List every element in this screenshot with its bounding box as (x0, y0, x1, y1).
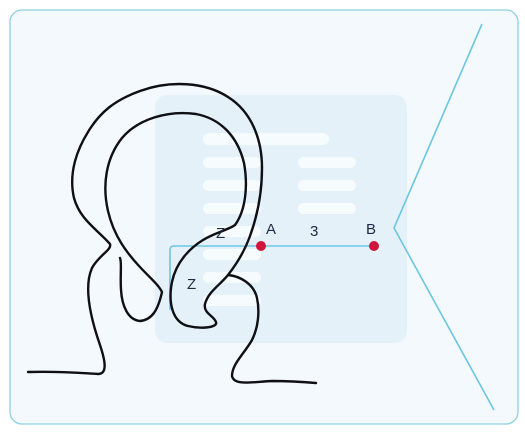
label-point-b: B (366, 221, 376, 238)
label-z-lower: Z (187, 276, 196, 293)
label-z-upper: Z (216, 225, 225, 242)
curve-tail (226, 273, 318, 385)
ghost-card (155, 95, 407, 343)
ghost-text-lines (203, 133, 356, 306)
point-a (256, 241, 266, 251)
point-b (369, 241, 379, 251)
loop-curve (26, 82, 264, 376)
segment-line-ab (169, 245, 374, 310)
label-point-a: A (266, 221, 276, 238)
chevron-line (393, 23, 495, 411)
label-segment-ab: 3 (310, 223, 318, 240)
